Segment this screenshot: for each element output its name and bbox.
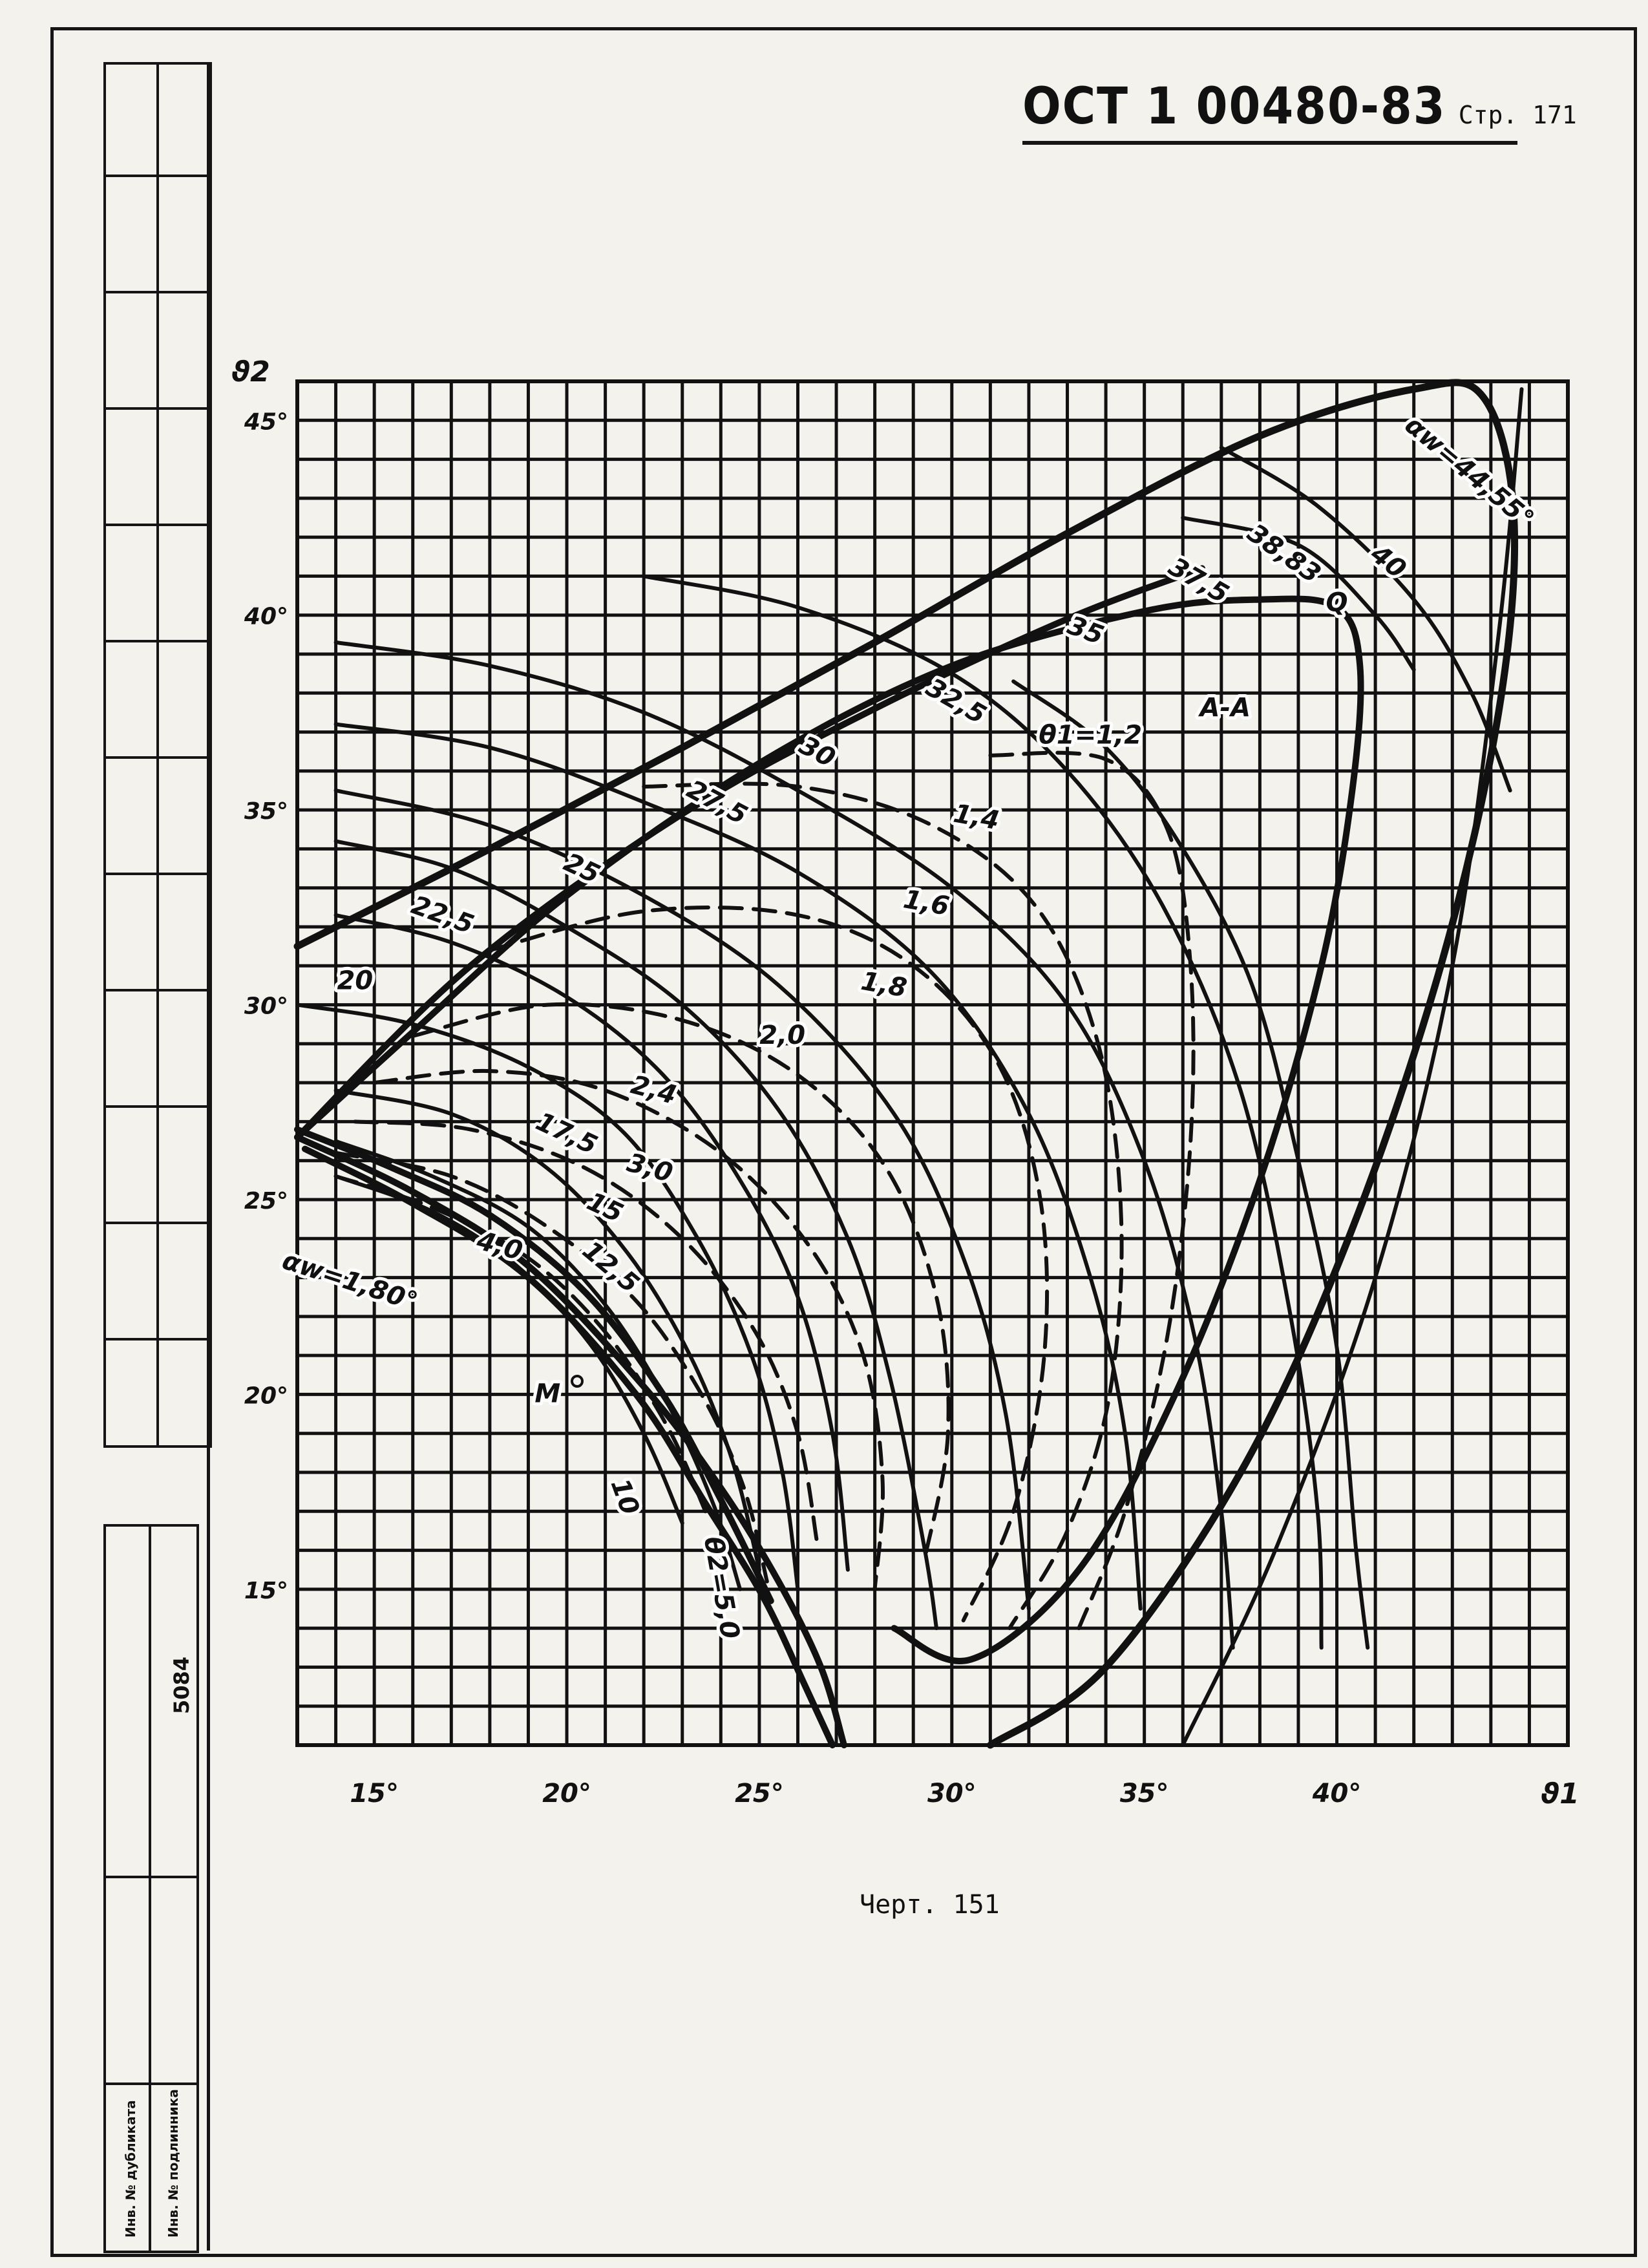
curve-label: 1,4 [951, 799, 1002, 836]
curve-label: M [534, 1379, 560, 1408]
x-axis-label: ϑ1 [1541, 1777, 1579, 1810]
strip-cell [106, 65, 209, 759]
curves [293, 379, 1524, 1749]
curve [410, 1002, 951, 1560]
curve [333, 640, 1235, 1650]
curve [301, 1145, 836, 1748]
curve-label: 32,5 [921, 673, 991, 730]
strip-cell [106, 65, 209, 1224]
strip-cell [106, 65, 209, 1108]
curve [642, 574, 1324, 1650]
x-tick-label: 40° [1312, 1779, 1362, 1808]
point-m-marker [571, 1375, 584, 1388]
curve [333, 839, 938, 1631]
curve [372, 1068, 885, 1591]
y-tick-label: 20° [244, 1383, 288, 1409]
y-tick-label: 30° [244, 993, 288, 1020]
curve-label: Q [1326, 588, 1348, 618]
curve-label: 1,8 [859, 966, 909, 1004]
y-tick-label: 35° [244, 798, 288, 825]
curve-labels: αw=44,55°4038,8337,535QA-A32,5θ1=1,2301,… [275, 407, 1543, 1645]
title-block-lower: 5084 Инв. № дубликата Инв. № подлинника [103, 1524, 199, 2253]
strip-cell [106, 65, 209, 177]
curve [293, 379, 1519, 1749]
curve-label: 3,0 [624, 1148, 675, 1189]
strip-cell [106, 65, 209, 642]
curve [1219, 445, 1512, 792]
strip-cell [106, 65, 209, 875]
curve-label: A-A [1198, 693, 1251, 723]
lower-divider [149, 1527, 151, 2251]
axes: ϑ2 ϑ1 15° 20° 25° 30° 35° 40° 15° 20° 25° 30° 35° 4… [231, 355, 1579, 1810]
lower-row-line [106, 1876, 196, 1878]
page-frame [50, 27, 1637, 2257]
figure-caption: Черт. 151 [860, 1890, 1000, 1920]
lower-row-line [106, 2083, 196, 2085]
x-tick-label: 25° [735, 1779, 784, 1808]
curve [1181, 516, 1416, 672]
curve-label: αw=1,80° [279, 1245, 421, 1317]
curve [294, 1134, 847, 1748]
curve [333, 1088, 761, 1572]
page-number: Стр. 171 [1458, 101, 1577, 129]
curve [1181, 387, 1524, 1747]
strip-cell [106, 65, 209, 293]
header-underline [1022, 141, 1517, 145]
curve [333, 1139, 743, 1591]
x-tick-label: 15° [350, 1779, 399, 1808]
curve [333, 1174, 684, 1525]
plot-border [295, 379, 1570, 1747]
grid [295, 379, 1570, 1747]
curve [333, 1150, 769, 1584]
y-axis-label: ϑ2 [231, 355, 270, 388]
document-header: ОСТ 1 00480-83 Стр. 171 [1022, 78, 1577, 136]
curve-label: 2,4 [628, 1070, 679, 1110]
curve [333, 1174, 708, 1514]
curve [353, 1119, 819, 1545]
y-tick-label: 25° [244, 1188, 288, 1214]
curve [294, 565, 1205, 1141]
strip-cell [106, 65, 209, 410]
x-tick-label: 30° [927, 1779, 977, 1808]
x-tick-label: 35° [1120, 1779, 1169, 1808]
curve-label: 1,6 [901, 884, 951, 922]
strip-cell [106, 65, 209, 526]
curve [333, 789, 1031, 1611]
curve [294, 1126, 774, 1604]
curve-label: θ1=1,2 [1039, 721, 1142, 750]
standard-code: ОСТ 1 00480-83 [1022, 78, 1446, 136]
y-tick-label: 40° [244, 604, 288, 630]
y-tick-label: 45° [244, 408, 288, 435]
x-tick-label: 20° [542, 1779, 591, 1808]
curve-label: 15 [582, 1187, 628, 1229]
curve [333, 913, 850, 1572]
strip-cell [106, 65, 209, 1341]
curve [487, 906, 1050, 1623]
y-tick-label: 15° [244, 1578, 288, 1604]
strip-cell [106, 65, 209, 991]
strip-divider [156, 65, 159, 1445]
curve-label: 20 [337, 966, 374, 995]
curve [988, 750, 1196, 1631]
drawing-frame [207, 62, 1634, 2251]
title-block-strip [103, 62, 212, 1448]
curve [642, 781, 1124, 1631]
curve [295, 1002, 800, 1591]
curve-label: 2,0 [759, 1021, 805, 1050]
curve [333, 722, 1143, 1611]
